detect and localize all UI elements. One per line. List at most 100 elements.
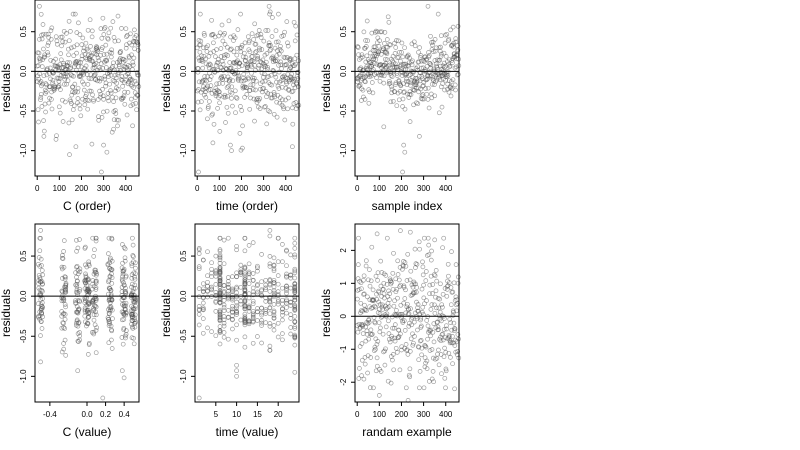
data-point xyxy=(101,96,106,102)
data-point xyxy=(295,76,301,81)
data-point xyxy=(419,74,425,79)
data-point xyxy=(216,81,222,86)
data-point xyxy=(240,123,245,129)
data-point xyxy=(87,54,93,59)
data-point xyxy=(217,252,223,258)
data-point xyxy=(394,103,400,109)
data-point xyxy=(426,252,432,258)
data-point xyxy=(74,283,80,289)
data-point xyxy=(448,285,454,290)
data-point xyxy=(59,313,65,319)
data-point xyxy=(394,38,399,43)
data-point xyxy=(224,85,230,90)
data-point xyxy=(406,95,412,100)
data-point xyxy=(228,34,233,40)
data-point xyxy=(269,95,275,101)
data-point xyxy=(217,247,223,252)
data-point xyxy=(199,58,205,64)
data-point xyxy=(387,62,393,68)
data-point xyxy=(400,104,405,109)
x-tick-label: 400 xyxy=(279,184,293,193)
data-point xyxy=(39,268,45,273)
data-point xyxy=(407,374,413,380)
data-point xyxy=(91,329,97,335)
data-point xyxy=(56,83,62,88)
data-point xyxy=(405,52,411,58)
data-point xyxy=(86,310,92,315)
data-point xyxy=(239,63,245,69)
data-point xyxy=(221,334,227,340)
data-point xyxy=(421,282,426,288)
data-point xyxy=(109,307,115,313)
data-point xyxy=(132,276,138,282)
data-point xyxy=(221,330,227,335)
data-point xyxy=(217,297,223,303)
data-point xyxy=(209,266,214,272)
y-tick-label: -2 xyxy=(339,378,348,386)
data-point xyxy=(423,278,429,283)
data-point xyxy=(255,283,260,288)
data-point xyxy=(73,270,78,275)
data-point xyxy=(284,298,289,304)
data-point xyxy=(242,303,248,309)
data-point xyxy=(365,294,370,300)
data-point xyxy=(84,57,90,62)
data-point xyxy=(441,327,447,332)
data-point xyxy=(217,279,223,285)
data-point xyxy=(285,106,291,112)
data-point xyxy=(369,331,375,337)
data-point xyxy=(388,99,394,105)
data-point xyxy=(263,307,269,312)
data-point xyxy=(62,81,67,87)
data-point xyxy=(73,88,78,94)
data-point xyxy=(221,320,227,326)
data-point xyxy=(418,86,424,92)
data-point xyxy=(426,70,432,76)
data-point xyxy=(391,303,397,309)
data-point xyxy=(74,320,79,326)
data-point xyxy=(440,331,446,337)
data-point xyxy=(273,28,279,34)
data-point xyxy=(222,94,228,100)
data-point xyxy=(292,240,298,246)
data-point xyxy=(132,78,138,84)
data-point xyxy=(74,264,79,270)
data-point xyxy=(194,45,200,51)
data-point xyxy=(442,40,448,46)
data-point xyxy=(451,320,457,326)
data-point xyxy=(214,47,219,52)
data-point xyxy=(253,78,259,84)
data-point xyxy=(61,62,67,68)
data-point xyxy=(434,278,440,284)
data-point xyxy=(423,344,429,350)
data-point xyxy=(77,32,83,37)
data-point xyxy=(241,50,247,56)
data-point xyxy=(133,260,138,266)
data-point xyxy=(90,92,95,98)
data-point xyxy=(384,235,390,241)
data-point xyxy=(363,263,369,269)
data-point xyxy=(398,282,403,288)
data-point xyxy=(404,82,410,88)
data-point xyxy=(59,309,65,314)
data-point xyxy=(288,325,294,330)
data-point xyxy=(84,72,90,77)
data-point xyxy=(197,107,203,113)
data-point xyxy=(290,76,295,82)
x-tick-label: 0.0 xyxy=(81,410,93,419)
data-point xyxy=(382,348,388,354)
data-point xyxy=(453,36,459,41)
data-point xyxy=(129,77,135,83)
data-point xyxy=(233,94,239,100)
data-point xyxy=(40,314,45,320)
data-point xyxy=(407,119,413,124)
data-point xyxy=(82,295,88,300)
data-point xyxy=(355,296,360,302)
data-point xyxy=(89,34,95,40)
data-point xyxy=(99,45,105,50)
data-point xyxy=(381,291,387,297)
data-point xyxy=(443,368,449,374)
data-point xyxy=(259,340,264,346)
data-point xyxy=(263,59,269,65)
data-point xyxy=(256,65,262,71)
